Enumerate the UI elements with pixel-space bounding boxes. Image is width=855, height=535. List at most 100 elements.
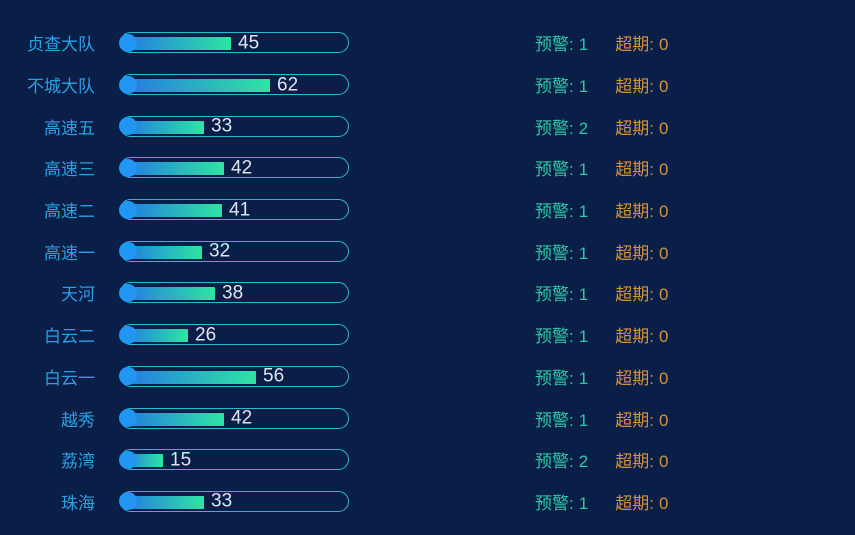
progress-fill [123,79,270,93]
warning-count: 1 [578,243,589,263]
warning-stat: 预警: 2 [535,114,588,139]
progress-fill [123,412,224,426]
overdue-count: 0 [658,368,669,388]
progress-dot-icon [119,242,137,261]
progress-fill [123,37,231,51]
warning-label: 预警: [535,368,574,388]
progress-track: 32 [119,240,349,262]
warning-label: 预警: [535,285,574,305]
progress-fill [123,245,202,259]
overdue-stat: 超期: 0 [615,280,668,305]
overdue-label: 超期: [615,160,654,180]
progress-value: 32 [209,240,231,262]
overdue-count: 0 [658,493,669,513]
brigade-row: 高速二 41 预警: 1 超期: 0 [0,189,855,231]
overdue-label: 超期: [615,77,654,97]
overdue-count: 0 [658,327,669,347]
progress-track: 45 [119,32,349,54]
brigade-row: 荔湾 15 预警: 2 超期: 0 [0,439,855,481]
overdue-count: 0 [658,77,669,97]
row-stats: 预警: 1 超期: 0 [535,30,668,55]
warning-stat: 预警: 1 [535,30,588,55]
warning-label: 预警: [535,202,574,222]
warning-label: 预警: [535,452,574,472]
warning-count: 1 [578,493,589,513]
progress-dot-icon [119,158,137,177]
brigade-row: 白云二 26 预警: 1 超期: 0 [0,314,855,356]
progress-fill [123,495,204,509]
progress-dot-icon [119,409,137,428]
row-stats: 预警: 1 超期: 0 [535,197,668,222]
warning-label: 预警: [535,410,574,430]
warning-count: 1 [578,327,589,347]
progress-dot-icon [119,325,137,344]
progress-fill [123,120,204,134]
row-stats: 预警: 2 超期: 0 [535,447,668,472]
progress-dot-icon [119,33,137,52]
progress-value: 56 [263,365,285,387]
row-stats: 预警: 1 超期: 0 [535,322,668,347]
progress-fill [123,370,256,384]
overdue-stat: 超期: 0 [615,72,668,97]
warning-label: 预警: [535,160,574,180]
progress-track: 38 [119,282,349,304]
brigade-bar-list: 贞查大队 45 预警: 1 超期: 0 不城大队 62 预警: 1 超期: 0 高速五 … [0,22,855,514]
warning-label: 预警: [535,35,574,55]
progress-value: 62 [277,74,299,96]
progress-fill [123,329,188,343]
warning-stat: 预警: 1 [535,406,588,431]
warning-stat: 预警: 1 [535,489,588,514]
brigade-label: 高速二 [44,202,95,222]
warning-stat: 预警: 1 [535,239,588,264]
warning-count: 1 [578,35,589,55]
progress-dot-icon [119,117,137,136]
progress-value: 42 [231,157,253,179]
warning-count: 1 [578,410,589,430]
brigade-row: 贞查大队 45 预警: 1 超期: 0 [0,22,855,64]
overdue-label: 超期: [615,202,654,222]
overdue-label: 超期: [615,368,654,388]
progress-value: 33 [211,115,233,137]
progress-fill [123,287,215,301]
warning-count: 1 [578,202,589,222]
progress-dot-icon [119,75,137,94]
overdue-stat: 超期: 0 [615,447,668,472]
overdue-count: 0 [658,452,669,472]
progress-track: 33 [119,115,349,137]
overdue-count: 0 [658,35,669,55]
brigade-row: 白云一 56 预警: 1 超期: 0 [0,356,855,398]
progress-value: 15 [170,449,192,471]
warning-label: 预警: [535,493,574,513]
warning-stat: 预警: 2 [535,447,588,472]
warning-label: 预警: [535,118,574,138]
progress-track: 56 [119,365,349,387]
progress-value: 38 [222,282,244,304]
progress-value: 45 [238,32,260,54]
warning-label: 预警: [535,327,574,347]
overdue-count: 0 [658,160,669,180]
warning-stat: 预警: 1 [535,197,588,222]
overdue-stat: 超期: 0 [615,406,668,431]
progress-value: 41 [229,199,251,221]
warning-label: 预警: [535,77,574,97]
progress-value: 42 [231,407,253,429]
overdue-label: 超期: [615,243,654,263]
row-stats: 预警: 2 超期: 0 [535,114,668,139]
row-stats: 预警: 1 超期: 0 [535,72,668,97]
warning-label: 预警: [535,243,574,263]
brigade-label: 天河 [61,285,95,305]
overdue-count: 0 [658,202,669,222]
overdue-label: 超期: [615,452,654,472]
overdue-stat: 超期: 0 [615,30,668,55]
warning-stat: 预警: 1 [535,155,588,180]
warning-count: 2 [578,452,589,472]
overdue-count: 0 [658,285,669,305]
row-stats: 预警: 1 超期: 0 [535,155,668,180]
overdue-stat: 超期: 0 [615,322,668,347]
overdue-stat: 超期: 0 [615,489,668,514]
brigade-row: 天河 38 预警: 1 超期: 0 [0,272,855,314]
progress-dot-icon [119,492,137,511]
warning-count: 2 [578,118,589,138]
brigade-label: 荔湾 [61,452,95,472]
warning-count: 1 [578,77,589,97]
